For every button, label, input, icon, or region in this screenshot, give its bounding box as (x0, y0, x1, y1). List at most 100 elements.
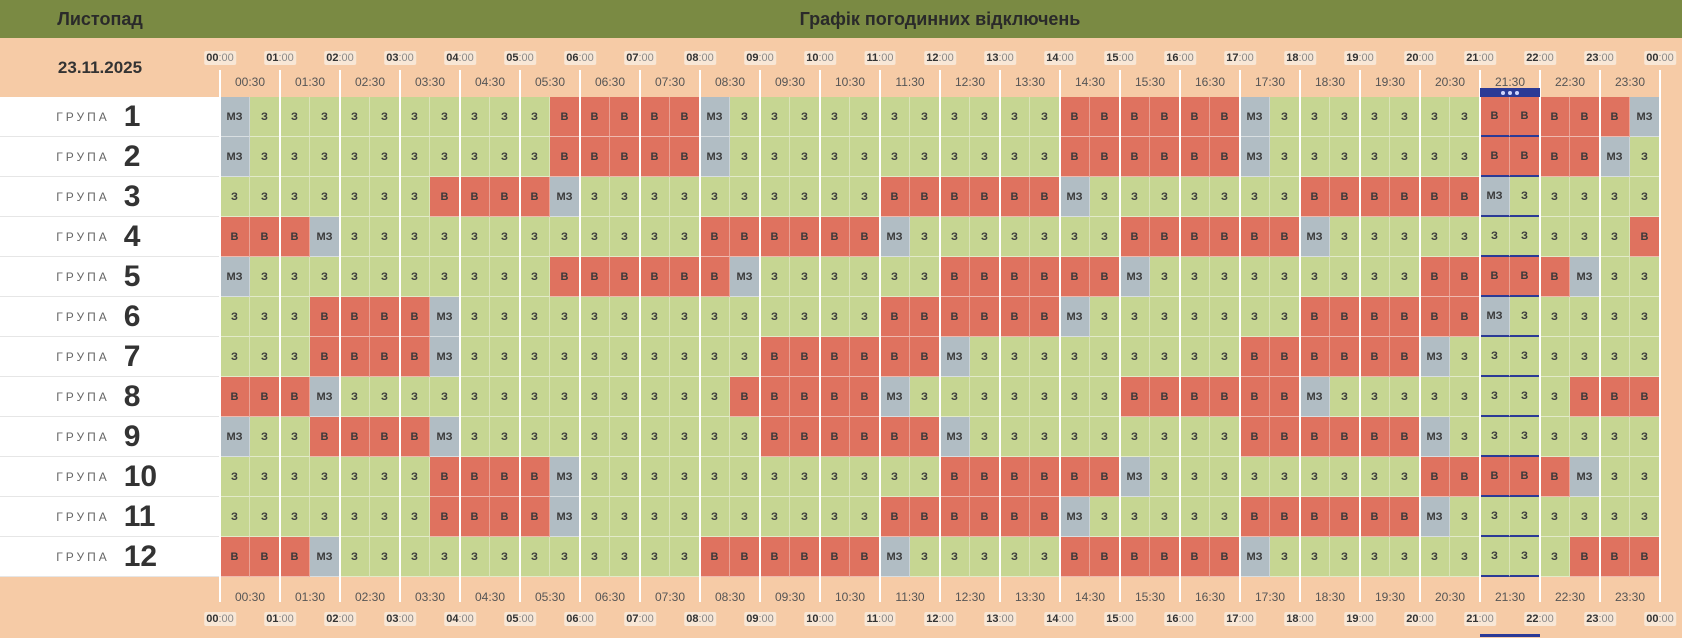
cell: В (280, 537, 310, 577)
minutes: :00 (818, 613, 834, 625)
hour-divider (1539, 97, 1541, 137)
hour-line (939, 70, 941, 97)
half-hour-label: 02:30 (354, 590, 386, 604)
cell: З (1030, 537, 1060, 577)
hour-label: 10:00 (804, 612, 836, 626)
hour-divider (1359, 457, 1361, 497)
cell: З (1090, 377, 1120, 417)
hour-divider (1119, 337, 1121, 377)
cell: В (1480, 137, 1510, 177)
hour-line (399, 70, 401, 97)
half-hour-label: 23:30 (1614, 75, 1646, 89)
cell: З (430, 217, 460, 257)
hour-divider (459, 137, 461, 177)
cell: З (490, 337, 520, 377)
cell: З (760, 177, 790, 217)
cell: З (1480, 537, 1510, 577)
hour-label: 00:00 (1644, 612, 1676, 626)
cell: З (790, 97, 820, 137)
cell: З (1450, 137, 1480, 177)
minutes: :00 (938, 52, 954, 64)
hour-line (879, 70, 881, 97)
minutes: :00 (698, 52, 714, 64)
hour-divider (1479, 297, 1481, 337)
cell: З (1300, 457, 1330, 497)
cell: З (880, 97, 910, 137)
hour-divider (999, 97, 1001, 137)
hour-label: 09:00 (744, 51, 776, 65)
cell: З (1210, 417, 1240, 457)
cell: В (610, 137, 640, 177)
cell: В (550, 137, 580, 177)
minutes: :00 (278, 52, 294, 64)
cell: В (1630, 377, 1660, 417)
cell: З (970, 97, 1000, 137)
cell: З (700, 177, 730, 217)
hour: 04 (446, 52, 459, 64)
hour-label: 08:00 (684, 612, 716, 626)
cell: З (820, 457, 850, 497)
cell: З (1270, 257, 1300, 297)
hour: 12 (926, 52, 939, 64)
cell: З (880, 457, 910, 497)
cell: В (1210, 377, 1240, 417)
hour-line (1539, 70, 1541, 97)
hour-label: 13:00 (984, 51, 1016, 65)
cell: В (640, 137, 670, 177)
hour-line (1299, 577, 1301, 602)
hour-divider (1179, 97, 1181, 137)
cell: З (460, 337, 490, 377)
hour-divider (1599, 497, 1601, 537)
group-number: 1 (123, 99, 141, 133)
cell: В (1570, 377, 1600, 417)
cell: З (1570, 497, 1600, 537)
hour-line (939, 577, 941, 602)
hour-divider (399, 297, 401, 337)
hour-line (999, 577, 1001, 602)
cell: В (400, 417, 430, 457)
hour-divider (1659, 537, 1661, 577)
cell: З (610, 537, 640, 577)
hour-divider (639, 297, 641, 337)
cell: З (1210, 457, 1240, 497)
cell: З (1330, 257, 1360, 297)
hour: 17 (1226, 52, 1239, 64)
cell: З (1510, 297, 1540, 337)
hour-divider (1479, 457, 1481, 497)
cell: В (1180, 377, 1210, 417)
dot (1501, 90, 1505, 95)
cell: З (580, 217, 610, 257)
cell: В (1090, 457, 1120, 497)
half-hour-label: 08:30 (714, 75, 746, 89)
cell: В (220, 217, 250, 257)
hour-divider (1239, 497, 1241, 537)
hour-divider (1599, 217, 1601, 257)
cell: З (1420, 137, 1450, 177)
cell: В (310, 297, 340, 337)
cell: В (1360, 337, 1390, 377)
cell: З (340, 177, 370, 217)
hour-divider (1059, 537, 1061, 577)
cell: В (730, 377, 760, 417)
cell: В (1600, 537, 1630, 577)
hour-divider (399, 177, 401, 217)
hour-divider (1419, 97, 1421, 137)
cell: З (850, 97, 880, 137)
hour-divider (1659, 457, 1661, 497)
cell: З (340, 457, 370, 497)
hour-line (1299, 70, 1301, 97)
cell: В (1000, 297, 1030, 337)
minutes: :00 (1178, 613, 1194, 625)
cell: В (370, 337, 400, 377)
cell: В (250, 377, 280, 417)
cell: З (790, 257, 820, 297)
cell: В (1240, 497, 1270, 537)
cell: З (220, 497, 250, 537)
half-hour-label: 07:30 (654, 590, 686, 604)
half-hour-label: 04:30 (474, 75, 506, 89)
group-label: ГРУПА (56, 509, 110, 524)
cell: В (1420, 177, 1450, 217)
hour-divider (1539, 297, 1541, 337)
cell: З (1450, 497, 1480, 537)
cell: З (1390, 137, 1420, 177)
